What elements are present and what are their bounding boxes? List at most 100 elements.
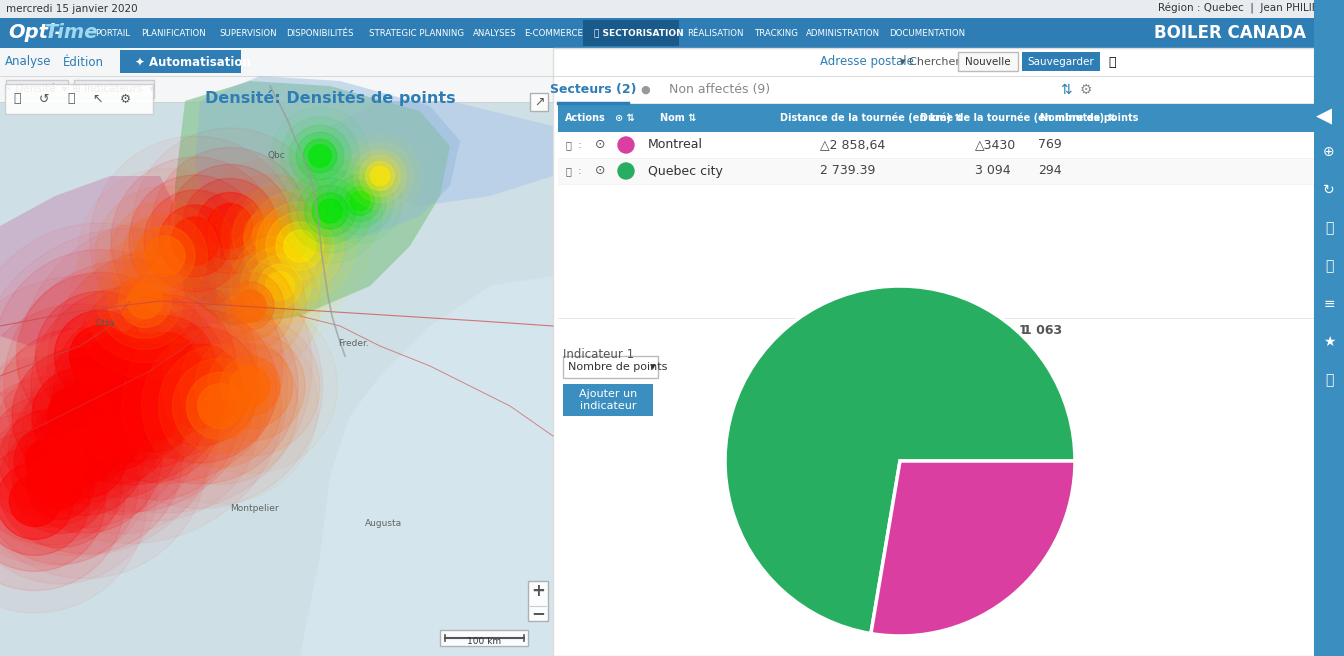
Text: ◀: ◀	[1316, 106, 1332, 126]
Text: 294: 294	[1039, 165, 1062, 178]
Text: Distance de la tournée (en km) ⇅: Distance de la tournée (en km) ⇅	[780, 113, 962, 123]
Text: ⊕: ⊕	[1324, 145, 1335, 159]
Circle shape	[345, 186, 375, 215]
Text: ↖: ↖	[93, 92, 103, 106]
Text: 🔍: 🔍	[566, 140, 573, 150]
Circle shape	[54, 310, 207, 462]
Circle shape	[319, 199, 341, 223]
Circle shape	[12, 348, 148, 484]
Circle shape	[94, 350, 167, 422]
Circle shape	[234, 290, 266, 322]
Circle shape	[83, 239, 207, 363]
Polygon shape	[0, 76, 552, 656]
Circle shape	[159, 344, 282, 468]
Circle shape	[0, 358, 183, 554]
Circle shape	[168, 165, 292, 287]
Text: ▾ Chercher: ▾ Chercher	[900, 57, 960, 67]
Circle shape	[353, 150, 406, 203]
Text: 3 094: 3 094	[974, 165, 1011, 178]
Text: ⚡ Densité  ▾: ⚡ Densité ▾	[5, 84, 67, 94]
Text: Time: Time	[44, 24, 98, 43]
Circle shape	[297, 178, 363, 244]
FancyBboxPatch shape	[528, 581, 548, 621]
Circle shape	[32, 368, 128, 464]
Circle shape	[230, 366, 270, 406]
Circle shape	[312, 193, 348, 229]
Text: ADMINISTRATION: ADMINISTRATION	[806, 28, 880, 37]
Circle shape	[351, 192, 370, 211]
Text: 📈: 📈	[1325, 221, 1333, 235]
Text: DISPONIBILITÉS: DISPONIBILITÉS	[286, 28, 353, 37]
Circle shape	[226, 282, 274, 330]
Circle shape	[13, 425, 86, 497]
FancyBboxPatch shape	[552, 48, 1314, 656]
Text: Freder.: Freder.	[337, 339, 368, 348]
Polygon shape	[195, 76, 460, 246]
Circle shape	[281, 117, 359, 195]
Circle shape	[0, 424, 121, 548]
Text: ⚙: ⚙	[1081, 83, 1093, 97]
Circle shape	[56, 428, 113, 484]
Circle shape	[98, 413, 142, 459]
Circle shape	[0, 447, 90, 556]
Circle shape	[288, 169, 372, 253]
Text: 📈: 📈	[1325, 221, 1333, 235]
Circle shape	[120, 380, 191, 452]
Text: ▾: ▾	[650, 362, 656, 372]
Text: ◀: ◀	[1316, 106, 1332, 126]
Circle shape	[86, 402, 153, 470]
Circle shape	[207, 203, 253, 249]
Text: ⚙: ⚙	[120, 92, 130, 106]
Circle shape	[159, 205, 231, 277]
FancyBboxPatch shape	[558, 104, 1314, 132]
Circle shape	[333, 174, 387, 228]
Circle shape	[340, 180, 380, 221]
Circle shape	[172, 358, 228, 414]
Text: ★: ★	[1322, 335, 1335, 349]
Text: 1 063: 1 063	[1023, 325, 1062, 337]
Wedge shape	[871, 461, 1075, 636]
Circle shape	[112, 157, 280, 325]
Circle shape	[309, 145, 331, 167]
Circle shape	[8, 379, 163, 533]
Circle shape	[172, 358, 267, 453]
Circle shape	[305, 186, 356, 237]
Text: :: :	[578, 166, 582, 176]
Text: 📊: 📊	[1325, 259, 1333, 273]
Circle shape	[141, 327, 259, 445]
Text: Nom ⇅: Nom ⇅	[660, 113, 696, 123]
FancyBboxPatch shape	[558, 132, 1314, 158]
Text: 769: 769	[1039, 138, 1062, 152]
Text: ≡: ≡	[1324, 297, 1335, 311]
Circle shape	[132, 333, 199, 400]
Circle shape	[54, 310, 145, 401]
Text: DOCUMENTATION: DOCUMENTATION	[890, 28, 965, 37]
Circle shape	[42, 358, 199, 514]
Circle shape	[0, 304, 192, 528]
Circle shape	[187, 373, 254, 440]
Circle shape	[73, 388, 168, 483]
Circle shape	[216, 272, 284, 340]
FancyBboxPatch shape	[0, 18, 1344, 48]
Circle shape	[31, 287, 228, 485]
Text: Ajouter un
indicateur: Ajouter un indicateur	[579, 389, 637, 411]
Text: 3 262.1: 3 262.1	[974, 325, 1028, 337]
Text: RÉALISATION: RÉALISATION	[688, 28, 745, 37]
Text: ★: ★	[1322, 335, 1335, 349]
Circle shape	[97, 253, 194, 350]
Text: ⊕: ⊕	[1324, 145, 1335, 159]
Text: Montreal: Montreal	[648, 138, 703, 152]
FancyBboxPatch shape	[583, 20, 679, 46]
Circle shape	[38, 464, 82, 508]
Circle shape	[366, 161, 394, 190]
FancyBboxPatch shape	[5, 84, 153, 114]
Text: Nombre de points: Nombre de points	[1040, 113, 1138, 123]
Circle shape	[114, 316, 215, 417]
Circle shape	[145, 236, 185, 276]
FancyBboxPatch shape	[530, 93, 548, 111]
FancyBboxPatch shape	[74, 80, 155, 98]
Text: 🔍: 🔍	[1107, 56, 1116, 68]
FancyBboxPatch shape	[958, 52, 1017, 71]
Circle shape	[16, 272, 184, 440]
Text: ⊙ ⇅: ⊙ ⇅	[616, 113, 634, 123]
